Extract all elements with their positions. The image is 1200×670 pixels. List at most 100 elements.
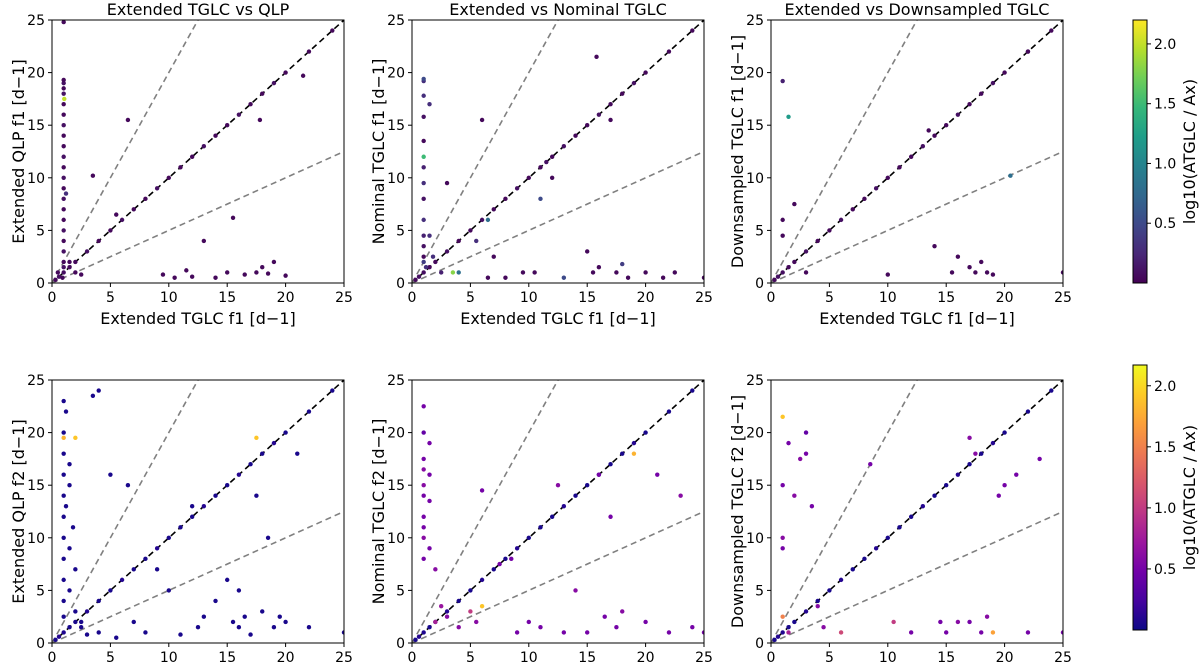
data-point xyxy=(798,456,803,462)
data-point xyxy=(660,275,666,280)
reference-line-slope-1 xyxy=(771,380,1063,643)
data-point xyxy=(60,275,65,280)
data-point xyxy=(514,186,520,191)
y-tick-label: 10 xyxy=(27,171,45,187)
data-point xyxy=(532,270,537,275)
reference-line-slope-0_5 xyxy=(771,150,1063,283)
data-point xyxy=(809,504,815,509)
data-point xyxy=(421,180,426,186)
data-point xyxy=(248,101,253,107)
data-point xyxy=(450,270,456,275)
data-point xyxy=(485,275,491,280)
y-tick-label: 5 xyxy=(396,583,405,599)
data-point xyxy=(61,175,66,180)
data-point xyxy=(421,493,426,498)
data-point xyxy=(61,144,66,149)
data-point xyxy=(84,632,90,637)
data-point xyxy=(189,504,195,509)
data-point xyxy=(821,625,826,630)
data-point xyxy=(979,91,984,96)
data-point xyxy=(938,619,943,625)
data-point xyxy=(815,238,820,244)
data-point xyxy=(172,275,177,280)
data-point xyxy=(79,272,84,277)
data-point xyxy=(421,76,426,82)
data-point xyxy=(780,535,785,540)
data-point xyxy=(549,514,555,519)
data-point xyxy=(433,567,438,572)
data-point xyxy=(815,598,820,604)
data-point xyxy=(143,196,148,202)
data-point xyxy=(585,123,590,128)
data-point xyxy=(306,409,312,414)
y-tick-label: 20 xyxy=(27,426,45,442)
data-point xyxy=(62,96,67,102)
data-point xyxy=(990,440,996,446)
data-point xyxy=(254,435,259,441)
data-point xyxy=(643,619,648,625)
data-point xyxy=(780,414,785,420)
x-tick-label: 15 xyxy=(937,290,955,306)
data-point xyxy=(561,504,567,509)
data-point xyxy=(166,175,171,180)
data-point xyxy=(295,451,300,456)
scatter-panel-3: 0 5 10 15 20 25 0 5 10 15 20 25 Extended vs Downsamp… xyxy=(728,0,1072,328)
data-point xyxy=(775,274,781,279)
x-tick-label: 15 xyxy=(578,290,596,306)
data-point xyxy=(67,588,72,593)
y-tick-label: 20 xyxy=(746,426,764,442)
axes-frame xyxy=(770,379,1064,644)
data-point xyxy=(108,588,113,593)
data-point xyxy=(195,625,201,630)
data-point xyxy=(421,404,426,409)
data-point xyxy=(283,430,288,435)
data-point xyxy=(236,112,242,117)
data-point xyxy=(421,270,426,275)
x-tick-label: 10 xyxy=(160,290,178,306)
axes-frame xyxy=(51,379,345,644)
x-tick-label: 25 xyxy=(1054,290,1072,306)
data-point xyxy=(944,483,949,488)
reference-line-slope-0_5 xyxy=(52,510,344,643)
data-point xyxy=(213,275,218,280)
y-axis-label: Nominal TGLC f1 [d−1] xyxy=(369,59,388,245)
data-point xyxy=(967,265,972,270)
reference-line-slope-2 xyxy=(412,380,559,643)
data-point xyxy=(79,625,84,630)
chart-title: Extended TGLC vs QLP xyxy=(107,0,290,19)
data-point xyxy=(573,133,578,138)
data-point xyxy=(526,535,531,540)
data-point xyxy=(67,483,72,488)
data-point xyxy=(56,634,62,639)
points xyxy=(413,388,704,643)
axes-frame xyxy=(770,19,1064,284)
data-point xyxy=(421,243,426,249)
data-point xyxy=(213,598,218,604)
data-point xyxy=(108,228,113,233)
data-point xyxy=(421,430,426,435)
data-point xyxy=(230,215,236,220)
points xyxy=(772,388,1063,643)
data-point xyxy=(300,73,306,78)
data-point xyxy=(61,101,66,107)
data-point xyxy=(236,472,242,477)
x-tick-label: 25 xyxy=(335,290,353,306)
data-point xyxy=(433,619,438,625)
reference-line-slope-0_5 xyxy=(412,150,704,283)
data-point xyxy=(63,409,69,414)
x-tick-label: 25 xyxy=(1054,650,1072,666)
data-point xyxy=(421,154,426,159)
data-point xyxy=(780,217,785,223)
data-point xyxy=(990,80,996,86)
data-point xyxy=(427,498,432,504)
reference-line-slope-1 xyxy=(412,380,704,643)
data-point xyxy=(236,588,242,593)
data-point xyxy=(125,483,131,488)
data-point xyxy=(538,165,543,170)
data-point xyxy=(61,207,66,212)
data-point xyxy=(70,525,76,530)
data-point xyxy=(61,249,66,254)
x-tick-label: 15 xyxy=(578,650,596,666)
